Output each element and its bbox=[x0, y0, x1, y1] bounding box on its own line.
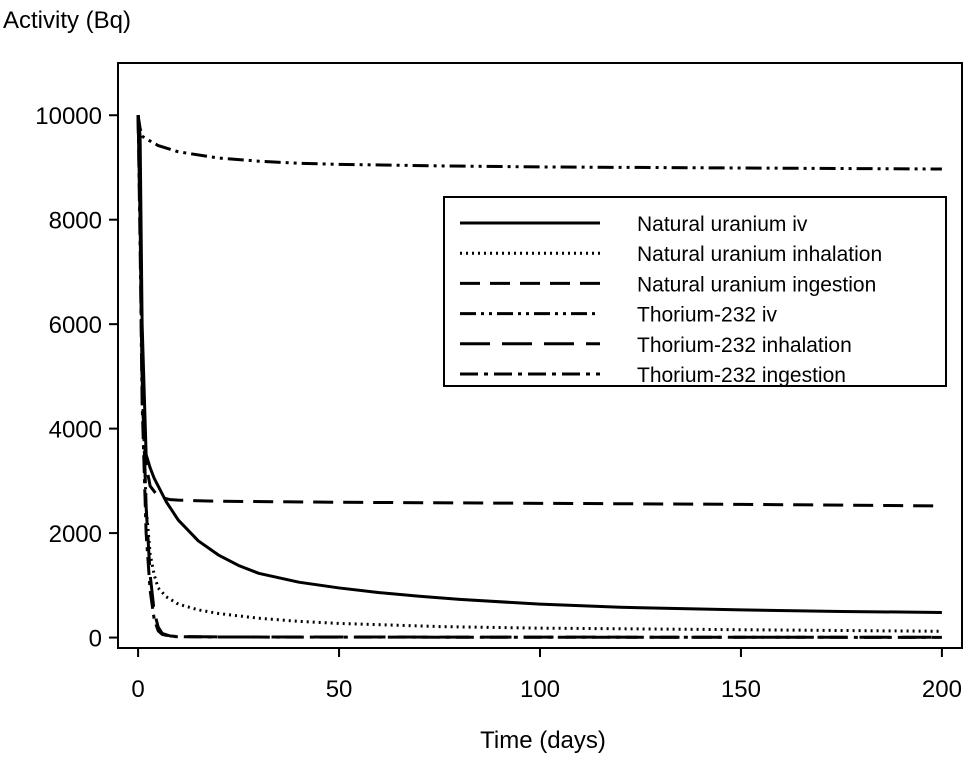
legend-label-5: Thorium-232 ingestion bbox=[637, 364, 846, 387]
x-tick-label: 150 bbox=[721, 676, 761, 703]
y-tick-label: 2000 bbox=[49, 521, 102, 548]
series-line-3 bbox=[136, 115, 942, 171]
series-lines bbox=[136, 115, 942, 639]
x-tick-label: 50 bbox=[326, 676, 353, 703]
legend-label-1: Natural uranium inhalation bbox=[637, 243, 882, 266]
series-line-5 bbox=[136, 115, 942, 639]
legend-label-0: Natural uranium iv bbox=[637, 213, 808, 236]
y-tick-label: 0 bbox=[89, 626, 102, 653]
legend-box bbox=[443, 196, 947, 387]
x-tick-label: 200 bbox=[922, 676, 962, 703]
legend-label-2: Natural uranium ingestion bbox=[637, 273, 876, 296]
y-tick-label: 10000 bbox=[35, 103, 102, 130]
y-axis-label: Activity (Bq) bbox=[3, 7, 131, 34]
legend-label-4: Thorium-232 inhalation bbox=[637, 334, 852, 357]
series-line-1 bbox=[136, 115, 942, 633]
x-tick-label: 100 bbox=[520, 676, 560, 703]
x-tick-label: 0 bbox=[131, 676, 144, 703]
x-axis-ticks: 0 50 100 150 200 bbox=[131, 648, 962, 703]
legend: Natural uranium iv Natural uranium inhala… bbox=[443, 196, 947, 387]
y-tick-label: 6000 bbox=[49, 312, 102, 339]
y-axis-ticks: 0 2000 4000 6000 8000 10000 bbox=[35, 103, 118, 653]
series-line-0 bbox=[136, 115, 942, 614]
x-axis-label: Time (days) bbox=[480, 727, 606, 754]
y-tick-label: 4000 bbox=[49, 417, 102, 444]
legend-label-3: Thorium-232 iv bbox=[637, 304, 778, 327]
y-tick-label: 8000 bbox=[49, 208, 102, 235]
